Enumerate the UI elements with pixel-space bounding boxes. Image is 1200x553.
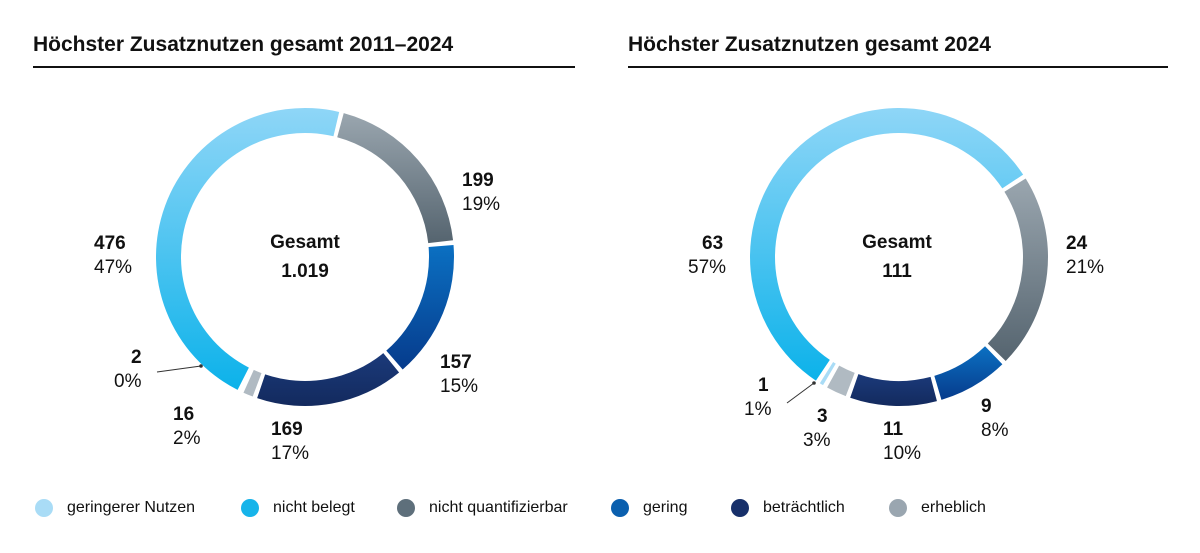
- chart-title-right: Höchster Zusatznutzen gesamt 2024: [628, 33, 991, 56]
- center-label: Gesamt: [270, 232, 340, 253]
- legend-swatch: [397, 499, 415, 517]
- slice-betr-chtlich: [257, 353, 400, 407]
- legend: geringerer Nutzen nicht belegt nicht qua…: [0, 499, 1200, 523]
- chart-title-left: Höchster Zusatznutzen gesamt 2011–2024: [33, 33, 454, 56]
- slice-gering: [386, 244, 455, 370]
- data-label-geringerer-nutzen: 1 1%: [744, 375, 772, 420]
- slice-nicht-belegt: [156, 108, 340, 390]
- legend-item-nicht-quantifizierbar: nicht quantifizierbar: [397, 499, 568, 517]
- slice-betr-chtlich: [850, 374, 937, 406]
- slice-erheblich: [827, 365, 855, 397]
- title-rule-left: [33, 66, 575, 68]
- legend-swatch: [35, 499, 53, 517]
- legend-swatch: [731, 499, 749, 517]
- legend-item-gering: gering: [611, 499, 687, 517]
- data-label-geringerer-nutzen: 2 0%: [114, 347, 142, 392]
- leader-dot: [812, 381, 816, 385]
- slice-erheblich: [243, 369, 262, 397]
- title-rule-right: [628, 66, 1168, 68]
- data-label-erheblich: 16 2%: [173, 404, 201, 449]
- center-total-left: Gesamt 1.019: [255, 228, 355, 286]
- leader-dot: [199, 364, 203, 368]
- center-value: 111: [882, 261, 912, 282]
- legend-item-geringerer-nutzen: geringerer Nutzen: [35, 499, 195, 517]
- legend-swatch: [889, 499, 907, 517]
- data-label-gering: 157 15%: [440, 352, 479, 397]
- slice-gering: [934, 346, 1003, 400]
- data-label-nicht-belegt: 476 47%: [94, 233, 133, 278]
- legend-swatch: [241, 499, 259, 517]
- slice-geringerer-nutzen: [819, 362, 836, 386]
- data-label-nicht-quantifizierbar: 24 21%: [1066, 233, 1105, 278]
- data-label-betraechtlich: 11 10%: [883, 419, 922, 464]
- slice-nicht-quantifizierbar: [337, 113, 454, 244]
- legend-item-erheblich: erheblich: [889, 499, 986, 517]
- slice-nicht-quantifizierbar: [987, 178, 1049, 361]
- leader-line: [156, 365, 202, 373]
- center-total-right: Gesamt 111: [847, 228, 947, 286]
- data-label-erheblich: 3 3%: [803, 406, 831, 451]
- legend-item-nicht-belegt: nicht belegt: [241, 499, 355, 517]
- data-label-nicht-belegt: 63 57%: [688, 233, 727, 278]
- legend-swatch: [611, 499, 629, 517]
- leader-line: [786, 382, 815, 404]
- data-label-gering: 9 8%: [981, 396, 1009, 441]
- legend-item-betraechtlich: beträchtlich: [731, 499, 845, 517]
- data-label-betraechtlich: 169 17%: [271, 419, 310, 464]
- center-value: 1.019: [281, 261, 329, 282]
- center-label: Gesamt: [862, 232, 932, 253]
- data-label-nicht-quantifizierbar: 199 19%: [462, 170, 501, 215]
